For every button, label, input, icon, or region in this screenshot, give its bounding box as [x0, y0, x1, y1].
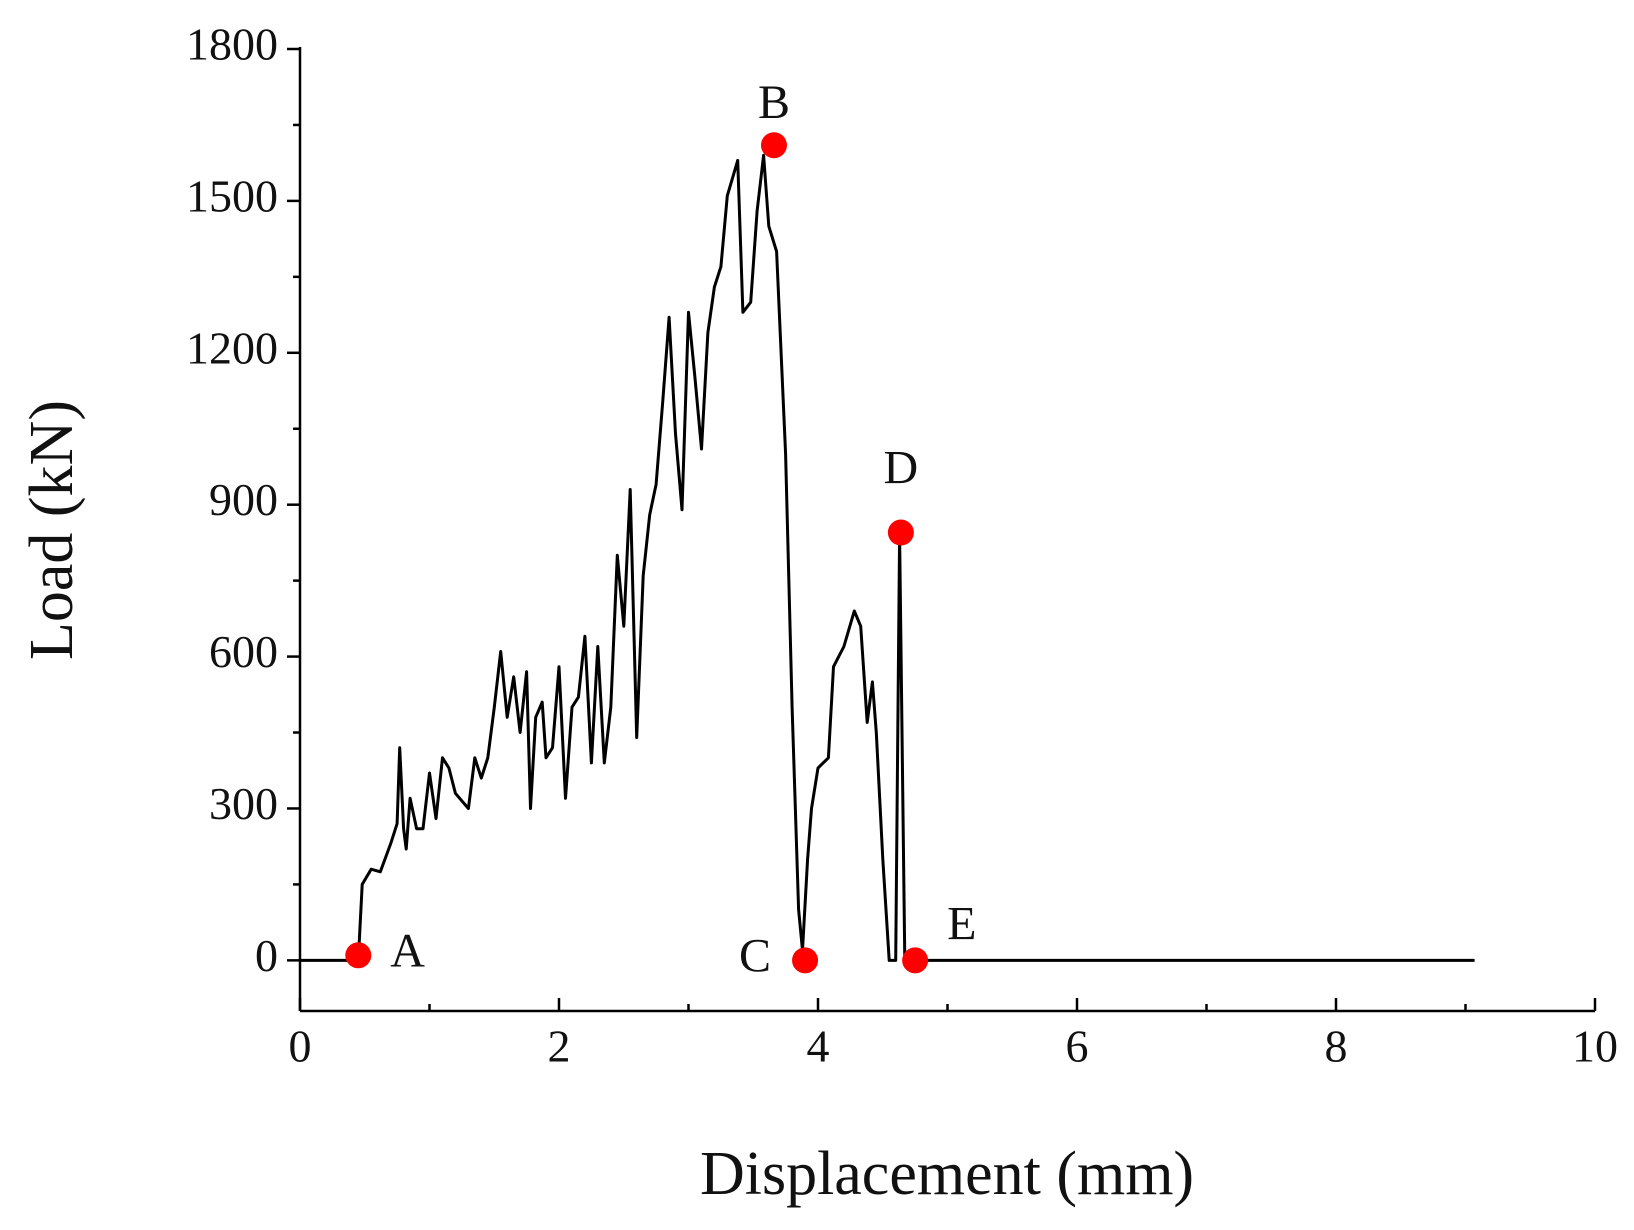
key-point [760, 132, 787, 159]
y-axis-title: Load (kN) [18, 400, 86, 660]
data-line [300, 153, 1475, 962]
x-tick-label: 6 [1066, 1021, 1089, 1072]
key-point [345, 942, 372, 969]
key-point-label: C [739, 929, 771, 982]
key-point-label: E [947, 897, 976, 950]
y-tick-label: 0 [255, 930, 278, 981]
x-tick-label: 8 [1325, 1021, 1348, 1072]
key-point [792, 947, 819, 974]
x-axis-title: Displacement (mm) [700, 1140, 1194, 1208]
y-tick-label: 1500 [186, 170, 278, 221]
y-tick-label: 900 [209, 474, 278, 525]
key-point [887, 519, 914, 546]
x-tick-label: 4 [807, 1021, 830, 1072]
y-tick-label: 600 [209, 626, 278, 677]
y-tick-label: 1800 [186, 19, 278, 70]
x-tick-label: 2 [548, 1021, 571, 1072]
key-point-label: D [884, 442, 919, 495]
x-tick-label: 0 [289, 1021, 312, 1072]
key-point-label: B [758, 76, 790, 129]
x-tick-label: 10 [1572, 1021, 1618, 1072]
y-tick-label: 300 [209, 778, 278, 829]
key-point [902, 947, 929, 974]
key-point-label: A [390, 924, 425, 977]
y-tick-label: 1200 [186, 322, 278, 373]
